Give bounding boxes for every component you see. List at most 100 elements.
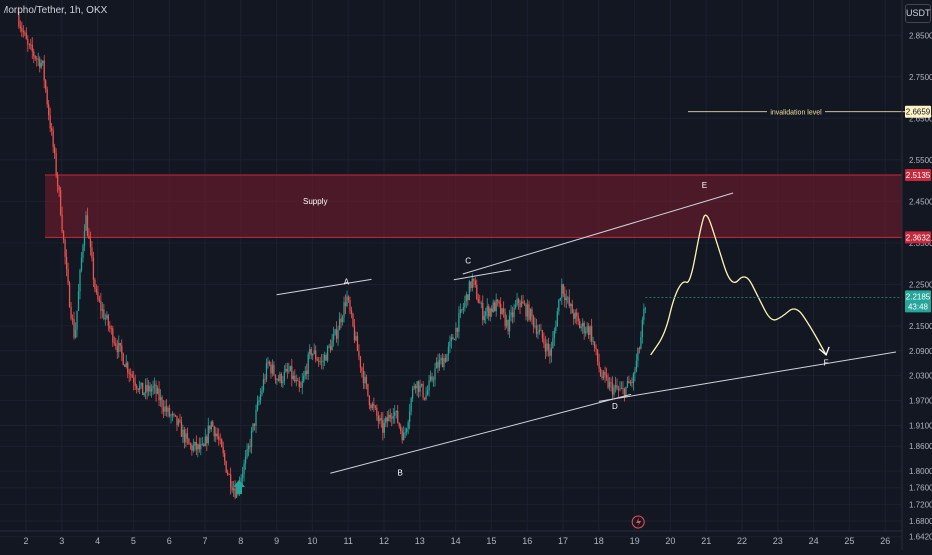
candle-body-bear xyxy=(423,397,426,400)
x-tick-label: 5 xyxy=(131,536,136,546)
currency-badge[interactable]: USDT xyxy=(905,4,931,23)
candle-body-bear xyxy=(353,325,356,341)
candle-body-bear xyxy=(543,338,545,344)
x-tick-label: 8 xyxy=(238,536,243,546)
candle-body-bull xyxy=(453,339,456,341)
symbol-title[interactable]: Morpho/Tether, 1h, OKX xyxy=(0,5,108,16)
candle-body-bear xyxy=(48,104,50,116)
candle-body-bull xyxy=(74,329,77,338)
candle-body-bear xyxy=(88,235,90,239)
candle-body-bear xyxy=(623,388,626,397)
candle-body-bull xyxy=(492,302,494,312)
candle-body-bear xyxy=(628,381,630,384)
candle-body-bull xyxy=(140,382,142,386)
x-tick-label: 13 xyxy=(415,536,425,546)
candle-body-bear xyxy=(22,30,24,33)
candle-body-bear xyxy=(532,316,535,327)
candle-body-bull xyxy=(632,373,635,384)
candle-body-bull xyxy=(261,390,263,395)
candle-body-bear xyxy=(49,115,51,129)
candle-body-bull xyxy=(410,398,412,412)
candle-body-bull xyxy=(267,361,269,364)
candle-body-bear xyxy=(316,359,318,361)
candle-body-bull xyxy=(156,388,159,394)
candle-body-bull xyxy=(246,449,248,457)
candle-body-bull xyxy=(634,371,636,374)
candle-body-bear xyxy=(203,444,205,446)
candle-body-bear xyxy=(62,231,65,240)
candle-body-bull xyxy=(301,381,303,388)
candle-body-bull xyxy=(322,360,324,362)
candle-body-bull xyxy=(608,382,611,388)
candle-body-bull xyxy=(550,347,553,356)
x-tick-label: 10 xyxy=(307,536,317,546)
x-tick-label: 9 xyxy=(274,536,279,546)
candle-body-bear xyxy=(414,385,417,389)
candle-body-bear xyxy=(112,328,114,343)
candle-body-bull xyxy=(483,316,485,321)
supply-zone-label: Supply xyxy=(303,197,327,206)
candle-body-bear xyxy=(377,415,379,422)
candle-body-bull xyxy=(513,308,515,318)
candle-body-bull xyxy=(626,381,629,387)
candle-body-bull xyxy=(83,230,86,246)
candle-body-bear xyxy=(137,388,139,391)
candle-body-bear xyxy=(58,186,60,191)
candle-body-bull xyxy=(355,336,357,341)
candle-body-bull xyxy=(232,488,235,491)
candle-body-bear xyxy=(370,405,372,409)
candle-body-bear xyxy=(25,32,27,40)
projection-arrowhead xyxy=(818,346,830,357)
candle-body-bear xyxy=(325,354,327,361)
candle-body-bear xyxy=(51,128,53,131)
candle-body-bull xyxy=(37,58,39,60)
supply-top-price-tag: 2.5135 xyxy=(906,171,931,180)
candle-body-bear xyxy=(110,328,112,330)
candle-body-bear xyxy=(306,370,308,374)
candle-body-bear xyxy=(273,364,275,375)
candle-body-bull xyxy=(171,413,174,416)
y-tick-label: 2.6500 xyxy=(909,114,932,123)
current-price-value: 2.2185 xyxy=(906,292,931,301)
candle-body-bear xyxy=(224,453,226,462)
candle-body-bull xyxy=(371,403,374,409)
candle-body-bull xyxy=(312,353,314,356)
candle-body-bear xyxy=(335,329,338,339)
candle-body-bull xyxy=(449,341,451,347)
candle-body-bull xyxy=(420,384,423,386)
candle-body-bull xyxy=(514,304,517,309)
candle-body-bear xyxy=(367,383,369,396)
current-price-tag-bg xyxy=(905,290,931,313)
candle-body-bull xyxy=(465,294,467,301)
candle-body-bull xyxy=(204,436,206,446)
candle-body-bear xyxy=(216,433,218,437)
candle-body-bear xyxy=(264,379,266,381)
candle-body-bull xyxy=(446,354,448,362)
candle-body-bear xyxy=(361,367,363,371)
candle-body-bear xyxy=(365,376,368,384)
candle-body-bull xyxy=(505,319,508,327)
candle-body-bull xyxy=(501,308,503,315)
candle-body-bull xyxy=(159,397,162,401)
y-tick-label: 1.7200 xyxy=(909,500,932,509)
candle-body-bear xyxy=(544,343,547,352)
candle-body-bull xyxy=(282,380,284,384)
candle-body-bear xyxy=(497,299,499,302)
candle-body-bull xyxy=(167,407,169,412)
candle-body-bear xyxy=(397,410,399,423)
candle-body-bull xyxy=(241,474,244,478)
y-tick-label: 2.1500 xyxy=(909,322,932,331)
candle-body-bear xyxy=(362,370,365,384)
candle-body-bear xyxy=(382,419,384,433)
candle-body-bear xyxy=(417,381,420,392)
candle-body-bear xyxy=(128,372,130,374)
candle-body-bull xyxy=(574,312,576,319)
candle-body-bear xyxy=(92,257,95,280)
candle-body-bull xyxy=(625,386,627,397)
candle-body-bear xyxy=(519,302,521,307)
candle-body-bear xyxy=(195,441,197,450)
candle-body-bull xyxy=(447,346,450,355)
candle-body-bear xyxy=(318,360,320,362)
candle-body-bull xyxy=(526,304,529,317)
